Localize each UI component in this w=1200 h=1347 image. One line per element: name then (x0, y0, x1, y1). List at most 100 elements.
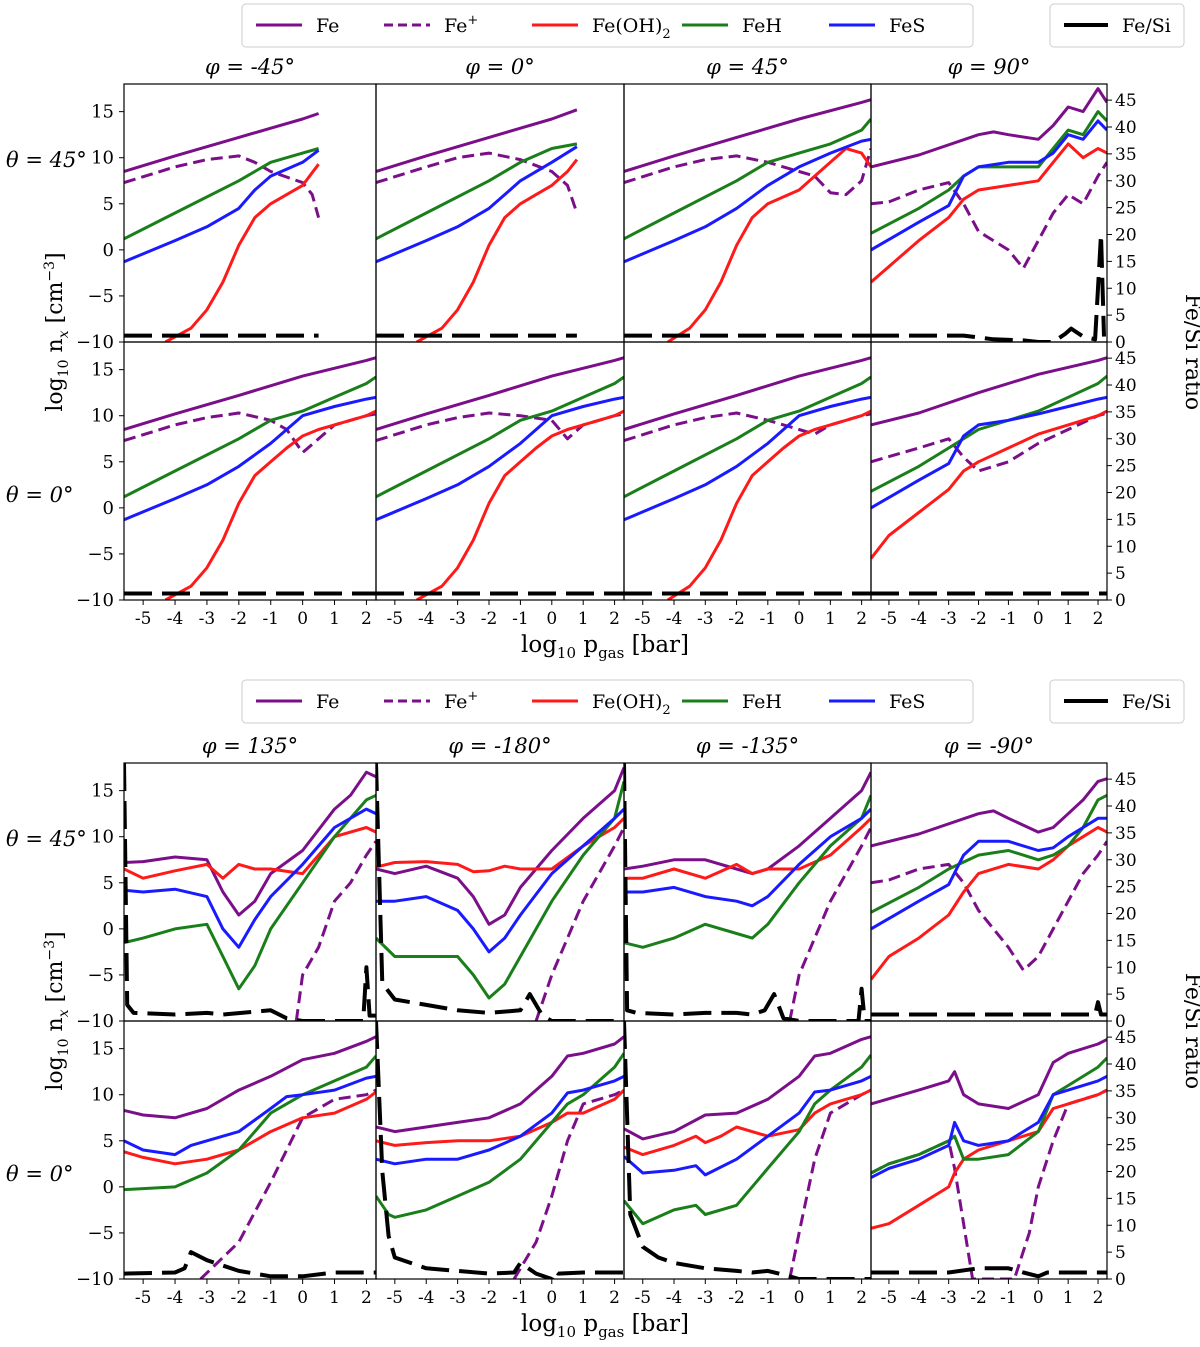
series-fe-oh-2 (871, 826, 1107, 981)
x-tick-label: 0 (297, 609, 308, 629)
series-fes (376, 1074, 624, 1166)
x-tick-label: 1 (578, 1288, 589, 1308)
y-tick-label-right: 45 (1115, 91, 1137, 111)
y-tick-label-right: 0 (1115, 333, 1126, 353)
y-tick-label: −10 (76, 332, 114, 353)
series-fes (124, 1074, 376, 1157)
panel-lines (871, 777, 1107, 1017)
x-tick-label: -2 (970, 1288, 987, 1308)
row-label: θ = 0° (6, 483, 73, 507)
y-tick-label: 15 (91, 102, 114, 123)
x-axis-label: log10 pgas [bar] (521, 1311, 689, 1341)
legend-ratio-box (1049, 3, 1185, 48)
panel-r0-c0: −10 −5 0 5 10 15 (76, 83, 377, 353)
panel-lines (624, 1021, 871, 1279)
panel-lines (376, 763, 624, 1021)
series-fes (871, 395, 1107, 510)
x-tick-label: -3 (940, 609, 957, 629)
x-tick-label: -2 (970, 609, 987, 629)
series-fe (871, 777, 1107, 848)
series-fes (124, 807, 376, 949)
x-tick-label: -5 (634, 1288, 651, 1308)
column-title: φ = 0° (465, 55, 535, 79)
panel-lines (124, 112, 321, 342)
panel-r1-c2: -5 -4 -3 -2 -1 0 1 2 (623, 1020, 872, 1308)
series-fe-ion (624, 148, 871, 197)
series-fes (624, 137, 871, 264)
legend-box (241, 3, 974, 48)
x-tick-label: -1 (760, 1288, 777, 1308)
legend-item-fe: Fe (256, 15, 339, 37)
series-fe (871, 1038, 1107, 1110)
panel-frame (123, 83, 377, 343)
series-fe (624, 1035, 871, 1141)
series-feh (871, 374, 1107, 493)
legend-item-fe-ion: Fe+ (384, 13, 478, 37)
legend-label: FeH (742, 691, 782, 713)
x-tick-label: 0 (1033, 609, 1044, 629)
y-tick-label: −10 (76, 590, 114, 611)
series-fe-oh-2 (624, 1088, 871, 1157)
x-tick-label: -5 (881, 609, 898, 629)
legend-label: Fe(OH)2 (592, 691, 671, 718)
panel-r1-c1: -5 -4 -3 -2 -1 0 1 2 (375, 341, 625, 629)
x-tick-label: 2 (609, 1288, 620, 1308)
series-fes (624, 1074, 871, 1177)
y-tick-label-right: 35 (1115, 403, 1137, 423)
legend-item-fes: FeS (829, 15, 925, 37)
series-feh (871, 793, 1107, 914)
y-tick-label-right: 15 (1115, 1189, 1137, 1209)
panel-lines (376, 108, 579, 342)
x-tick-label: -1 (1000, 1288, 1017, 1308)
legend-ratio-label: Fe/Si (1122, 691, 1171, 713)
y-tick-label-right: 30 (1115, 172, 1137, 192)
series-fe-ion (871, 840, 1107, 972)
panel-r0-c1 (375, 762, 625, 1022)
y-tick-label: −5 (87, 286, 114, 307)
column-title: φ = -180° (448, 734, 551, 758)
y-tick-label: 0 (103, 240, 114, 261)
panel-lines (124, 356, 376, 600)
column-title: φ = 45° (706, 55, 789, 79)
x-tick-label: -3 (449, 609, 466, 629)
series-fe (124, 112, 320, 173)
y-tick-label-right: 30 (1115, 1109, 1137, 1129)
y-tick-label-right: 30 (1115, 851, 1137, 871)
y-tick-label-right: 30 (1115, 430, 1137, 450)
series-fe-oh-2 (164, 163, 320, 342)
y-axis-label: log10 nx [cm−3] (42, 252, 72, 411)
panel-frame (123, 762, 377, 1022)
chart-block-bottom: Fe Fe+ Fe(OH)2 FeH FeS Fe/Si φ = 135° φ = -180°… (6, 679, 1200, 1341)
legend-ratio: Fe/Si (1049, 679, 1185, 724)
y-tick-label-right: 0 (1115, 1012, 1126, 1032)
panel-r0-c1 (375, 83, 625, 343)
x-tick-label: -5 (387, 609, 404, 629)
series-fes (624, 808, 871, 908)
x-tick-label: -2 (481, 609, 498, 629)
y-axis-label: log10 nx [cm−3] (42, 931, 72, 1090)
series-fe-oh-2 (416, 158, 579, 342)
series-feh (624, 375, 871, 499)
panel-frame (375, 762, 625, 1022)
series-fe-oh-2 (624, 817, 871, 880)
panel-lines (871, 1038, 1107, 1279)
series-fe-ion (871, 411, 1107, 473)
panel-frame (375, 341, 625, 601)
panel-lines (624, 356, 871, 600)
series-feh (624, 1054, 871, 1226)
y-tick-label: 5 (103, 1131, 114, 1152)
y-tick-label-right: 40 (1115, 1055, 1137, 1075)
y-tick-label-right: 45 (1115, 1028, 1137, 1048)
series-fe-ion (624, 411, 871, 443)
y-tick-label-right: 35 (1115, 824, 1137, 844)
x-tick-label: -4 (911, 1288, 928, 1308)
series-feh (376, 781, 624, 1000)
panel-r0-c3: 0 5 10 15 20 25 30 35 40 45 (870, 762, 1137, 1032)
series-fe-ion (376, 151, 579, 214)
x-tick-label: -4 (666, 609, 683, 629)
y-tick-label: 5 (103, 194, 114, 215)
y-tick-label-right: 10 (1115, 958, 1137, 978)
panel-frame (870, 1020, 1108, 1280)
